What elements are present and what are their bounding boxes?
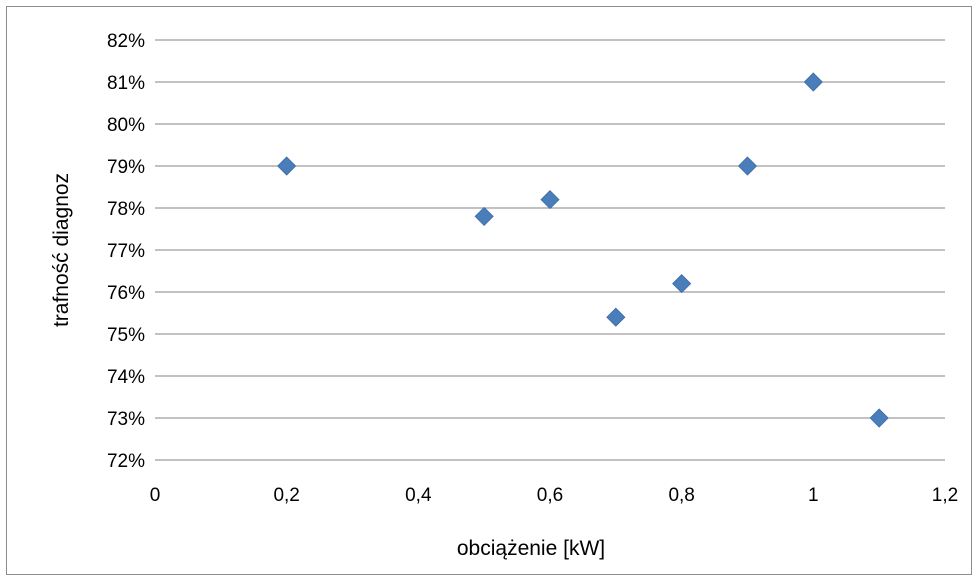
x-axis-title: obciążenie [kW] [457, 537, 605, 560]
y-tick-label: 77% [107, 241, 145, 262]
data-point [803, 72, 823, 92]
data-points [277, 72, 889, 428]
y-tick-label: 72% [107, 451, 145, 472]
y-tick-label: 81% [107, 73, 145, 94]
data-point [277, 156, 297, 176]
y-tick-label: 78% [107, 199, 145, 220]
y-tick-labels: 72% 73% 74% 75% 76% 77% 78% 79% 80% 81% 82% [107, 31, 145, 472]
y-tick-label: 74% [107, 367, 145, 388]
x-tick-label: 0,8 [668, 485, 694, 506]
data-point [540, 190, 560, 210]
x-tick-label: 1 [808, 485, 819, 506]
data-point [737, 156, 758, 176]
x-tick-label: 0,2 [273, 485, 299, 506]
x-tick-label: 0,4 [405, 485, 432, 506]
data-point [474, 206, 494, 226]
y-tick-label: 79% [107, 157, 145, 178]
data-point [606, 307, 626, 327]
gridlines [155, 39, 945, 461]
x-tick-label: 1,2 [932, 485, 958, 506]
y-axis-title: trafność diagnoz [50, 173, 73, 327]
y-tick-label: 80% [107, 115, 145, 136]
x-tick-label: 0 [150, 485, 161, 506]
data-point [672, 274, 692, 294]
y-tick-label: 76% [107, 283, 145, 304]
x-tick-labels: 0 0,2 0,4 0,6 0,8 1 1,2 [150, 485, 959, 506]
data-point [869, 408, 889, 428]
chart-frame [6, 6, 972, 575]
y-tick-label: 75% [107, 325, 145, 346]
x-tick-label: 0,6 [537, 485, 563, 506]
y-tick-label: 82% [107, 31, 145, 52]
y-tick-label: 73% [107, 409, 145, 430]
